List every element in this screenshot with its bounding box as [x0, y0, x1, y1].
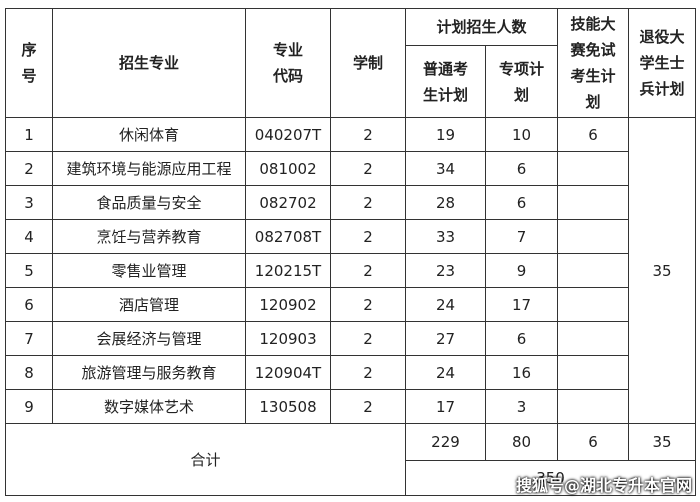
table-cell: 2	[330, 253, 406, 288]
table-body: 序 号 招生专业 专业 代码 学制 计划招生人数 技能大 赛免试 考生计 划 退…	[5, 8, 697, 496]
table-cell: 6	[484, 321, 559, 356]
table-cell: 35	[628, 423, 697, 461]
table-cell	[557, 253, 630, 288]
table-row: 8 旅游管理与服务教育 120904T 2 24 16	[5, 355, 696, 390]
header-row: 序 号 招生专业 专业 代码 学制 计划招生人数 技能大 赛免试 考生计 划 退…	[5, 8, 697, 118]
table-cell: 零售业管理	[52, 253, 246, 288]
table-cell: 休闲体育	[52, 117, 246, 152]
table-cell: 040207T	[245, 117, 331, 152]
table-cell: 6	[5, 287, 53, 322]
table-cell	[557, 219, 630, 254]
table-cell: 19	[405, 117, 486, 152]
header-cell: 学制	[330, 8, 406, 118]
table-cell: 合计	[5, 423, 406, 496]
table-cell: 80	[484, 423, 559, 461]
table-cell: 35	[628, 117, 697, 424]
table-cell: 酒店管理	[52, 287, 246, 322]
table-cell: 9	[484, 253, 559, 288]
table-cell: 会展经济与管理	[52, 321, 246, 356]
header-cell: 序 号	[5, 8, 53, 118]
table-cell: 旅游管理与服务教育	[52, 355, 246, 390]
table-cell: 4	[5, 219, 53, 254]
table-cell: 120215T	[245, 253, 331, 288]
table-cell: 23	[405, 253, 486, 288]
table-cell: 6	[484, 151, 559, 186]
table-cell: 7	[484, 219, 559, 254]
table-cell: 27	[405, 321, 486, 356]
header-cell: 退役大 学生士 兵计划	[628, 8, 697, 118]
table-row: 2 建筑环境与能源应用工程 081002 2 34 6	[5, 151, 696, 186]
table-cell: 6	[557, 423, 630, 461]
table-row: 7 会展经济与管理 120903 2 27 6	[5, 321, 696, 356]
table-row: 6 酒店管理 120902 2 24 17	[5, 287, 696, 322]
header-cell: 计划招生人数	[404, 8, 559, 46]
header-cell: 技能大 赛免试 考生计 划	[557, 8, 630, 118]
table-cell: 2	[330, 185, 406, 220]
table-cell: 2	[330, 219, 406, 254]
table-cell: 1	[5, 117, 53, 152]
header-cell: 专项计 划	[484, 45, 559, 118]
table-cell: 28	[405, 185, 486, 220]
table-row: 1 休闲体育 040207T 2 19 10 6 35	[5, 117, 697, 424]
table-cell: 10	[484, 117, 559, 152]
table-cell: 24	[405, 287, 486, 322]
table-cell: 2	[5, 151, 53, 186]
table-cell: 3	[484, 389, 559, 424]
table-cell: 5	[5, 253, 53, 288]
table-cell: 34	[405, 151, 486, 186]
table-cell: 2	[330, 355, 406, 390]
table-cell: 17	[484, 287, 559, 322]
table-row: 合计 229 80 6 35	[5, 423, 697, 496]
table-cell: 8	[5, 355, 53, 390]
plan-table: 序 号 招生专业 专业 代码 学制 计划招生人数 技能大 赛免试 考生计 划 退…	[5, 8, 697, 496]
header-row: 普通考 生计划 专项计 划	[6, 45, 696, 118]
table-cell: 数字媒体艺术	[52, 389, 246, 424]
header-cell: 普通考 生计划	[405, 45, 486, 118]
table-cell: 2	[330, 117, 406, 152]
table-cell: 33	[405, 219, 486, 254]
table-row: 9 数字媒体艺术 130508 2 17 3	[5, 389, 696, 424]
table-row: 4 烹饪与营养教育 082708T 2 33 7	[5, 219, 696, 254]
table-cell: 9	[5, 389, 53, 424]
table-cell: 229	[405, 423, 486, 461]
table-cell	[557, 389, 630, 424]
table-cell	[557, 287, 630, 322]
watermark: 搜狐号@湖北专升本官网	[515, 476, 692, 495]
table-cell: 24	[405, 355, 486, 390]
table-row: 350	[6, 460, 697, 496]
table-cell	[557, 151, 630, 186]
table-row: 3 食品质量与安全 082702 2 28 6	[5, 185, 696, 220]
table-cell: 6	[484, 185, 559, 220]
table-row: 5 零售业管理 120215T 2 23 9	[5, 253, 696, 288]
table-cell: 建筑环境与能源应用工程	[52, 151, 246, 186]
table-cell: 120903	[245, 321, 331, 356]
table-cell: 3	[5, 185, 53, 220]
table-cell: 2	[330, 321, 406, 356]
table-cell: 17	[405, 389, 486, 424]
table-cell: 2	[330, 287, 406, 322]
table-cell	[557, 355, 630, 390]
table-cell: 2	[330, 389, 406, 424]
table-cell: 烹饪与营养教育	[52, 219, 246, 254]
table-cell	[557, 321, 630, 356]
table-cell: 130508	[245, 389, 331, 424]
table-cell: 082708T	[245, 219, 331, 254]
header-cell: 专业 代码	[245, 8, 331, 118]
table-cell: 6	[557, 117, 630, 152]
header-cell: 招生专业	[52, 8, 246, 118]
table-cell: 7	[5, 321, 53, 356]
table-cell	[557, 185, 630, 220]
table-cell: 120904T	[245, 355, 331, 390]
table-cell: 082702	[245, 185, 331, 220]
table-cell: 16	[484, 355, 559, 390]
table-cell: 350	[404, 460, 697, 496]
table-cell: 120902	[245, 287, 331, 322]
table-cell: 食品质量与安全	[52, 185, 246, 220]
table-cell: 2	[330, 151, 406, 186]
table-cell: 081002	[245, 151, 331, 186]
